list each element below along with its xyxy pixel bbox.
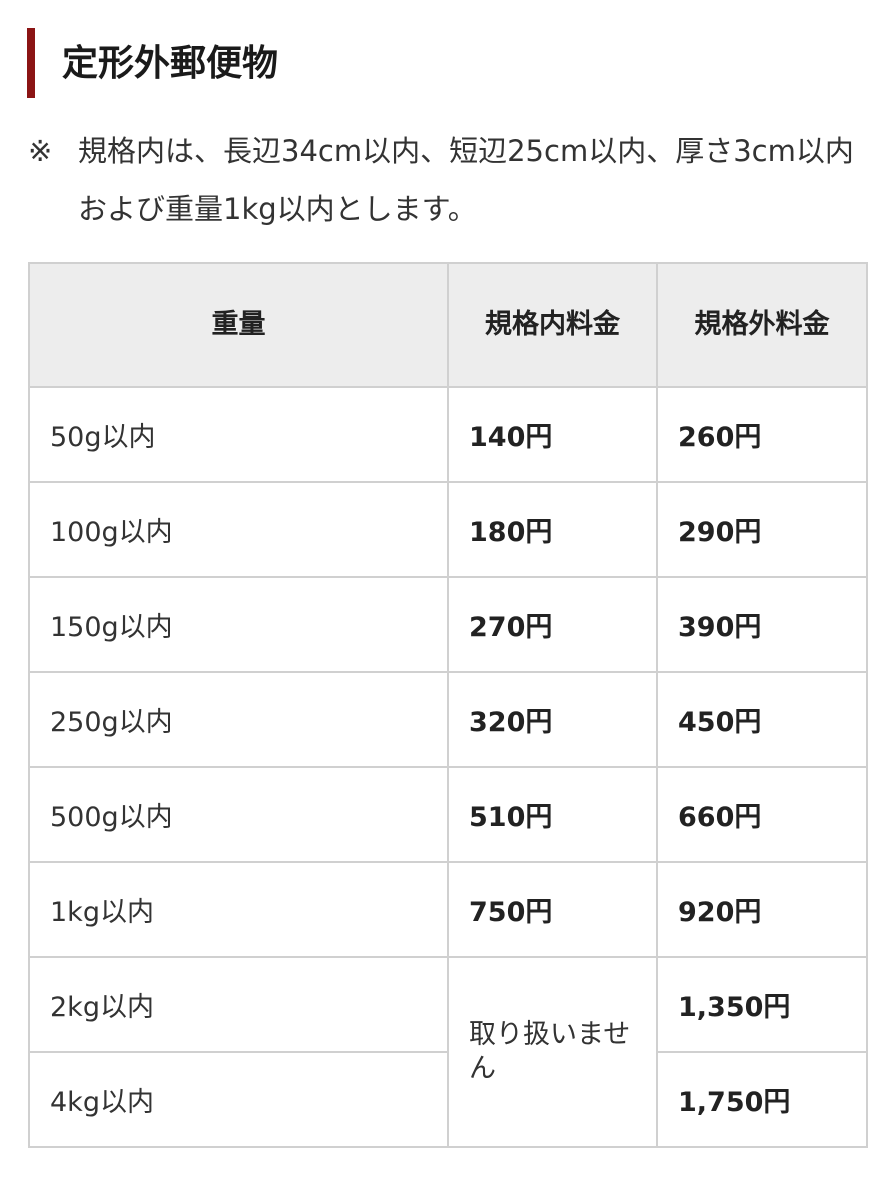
header-standard: 規格内料金 [447, 262, 658, 388]
header-weight: 重量 [28, 262, 449, 388]
weight-cell: 2kg以内 [28, 956, 449, 1053]
standard-price: 270円 [447, 576, 658, 673]
rate-table: 重量 規格内料金 規格外料金 50g以内 140円 260円 100g以内 180円 2… [28, 262, 868, 1148]
weight-cell: 250g以内 [28, 671, 449, 768]
table-row: 4kg以内 1,750円 [28, 1051, 868, 1148]
note: ※ 規格内は、長辺34cm以内、短辺25cm以内、厚さ3cm以内および重量1kg… [28, 122, 868, 238]
nonstandard-price: 290円 [656, 481, 868, 578]
weight-cell: 1kg以内 [28, 861, 449, 958]
note-text: 規格内は、長辺34cm以内、短辺25cm以内、厚さ3cm以内および重量1kg以内… [78, 134, 854, 226]
table-row: 100g以内 180円 290円 [28, 481, 868, 578]
weight-cell: 4kg以内 [28, 1051, 449, 1148]
table-row: 1kg以内 750円 920円 [28, 861, 868, 958]
nonstandard-price: 660円 [656, 766, 868, 863]
nonstandard-price: 1,750円 [656, 1051, 868, 1148]
standard-price: 510円 [447, 766, 658, 863]
standard-price: 320円 [447, 671, 658, 768]
table-row: 500g以内 510円 660円 [28, 766, 868, 863]
weight-cell: 50g以内 [28, 386, 449, 483]
standard-price: 750円 [447, 861, 658, 958]
title-accent-bar [27, 28, 35, 98]
page-title: 定形外郵便物 [62, 43, 279, 84]
table-row: 250g以内 320円 450円 [28, 671, 868, 768]
nonstandard-price: 450円 [656, 671, 868, 768]
table-header-row: 重量 規格内料金 規格外料金 [28, 262, 868, 388]
note-mark: ※ [28, 134, 53, 168]
nonstandard-price: 920円 [656, 861, 868, 958]
table-row: 150g以内 270円 390円 [28, 576, 868, 673]
standard-price: 140円 [447, 386, 658, 483]
not-handled-cell: 取り扱いません [447, 956, 658, 1148]
table-row: 50g以内 140円 260円 [28, 386, 868, 483]
nonstandard-price: 260円 [656, 386, 868, 483]
weight-cell: 150g以内 [28, 576, 449, 673]
standard-price: 180円 [447, 481, 658, 578]
table-row: 2kg以内 取り扱いません 1,350円 [28, 956, 868, 1148]
header-nonstandard: 規格外料金 [656, 262, 868, 388]
nonstandard-price: 1,350円 [656, 956, 868, 1053]
weight-cell: 100g以内 [28, 481, 449, 578]
weight-cell: 500g以内 [28, 766, 449, 863]
nonstandard-price: 390円 [656, 576, 868, 673]
